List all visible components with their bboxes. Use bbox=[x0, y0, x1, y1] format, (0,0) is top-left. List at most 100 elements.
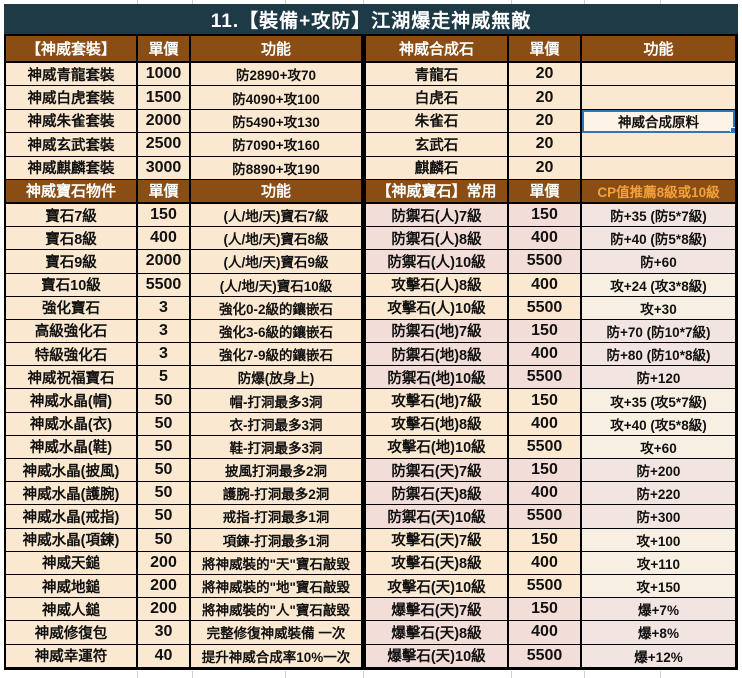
price-cell[interactable]: 400 bbox=[509, 343, 582, 367]
function-cell[interactable]: 攻+60 bbox=[582, 435, 735, 460]
price-cell[interactable]: 150 bbox=[509, 389, 582, 413]
function-cell[interactable]: 鞋-打洞最多3洞 bbox=[191, 435, 361, 460]
function-cell[interactable]: 爆+7% bbox=[582, 598, 735, 622]
column-header-price[interactable]: 單價 bbox=[509, 36, 582, 63]
price-cell[interactable]: 200 bbox=[138, 574, 191, 599]
function-cell[interactable]: 攻+35 (攻5*7級) bbox=[582, 389, 735, 413]
column-header-name[interactable]: 【神威套裝】 bbox=[6, 36, 138, 63]
item-name-cell[interactable]: 攻擊石(天)8級 bbox=[366, 551, 509, 575]
function-cell[interactable]: 戒指-打洞最多1洞 bbox=[191, 505, 361, 529]
column-header-func[interactable]: CP值推薦8級或10級 bbox=[582, 179, 735, 204]
item-name-cell[interactable]: 神威朱雀套裝 bbox=[6, 109, 138, 134]
function-cell[interactable]: (人/地/天)寶石9級 bbox=[191, 250, 361, 274]
price-cell[interactable]: 20 bbox=[509, 109, 582, 134]
item-name-cell[interactable]: 攻擊石(地)8級 bbox=[366, 412, 509, 436]
item-name-cell[interactable]: 攻擊石(人)10級 bbox=[366, 296, 509, 320]
column-header-func[interactable]: 功能 bbox=[191, 179, 361, 204]
function-cell[interactable]: 防+35 (防5*7級) bbox=[582, 203, 735, 228]
price-cell[interactable]: 150 bbox=[509, 528, 582, 552]
item-name-cell[interactable]: 寶石7級 bbox=[6, 203, 138, 228]
item-name-cell[interactable]: 神威天鎚 bbox=[6, 551, 138, 575]
item-name-cell[interactable]: 神威地鎚 bbox=[6, 574, 138, 599]
function-cell[interactable]: 防+300 bbox=[582, 505, 735, 529]
price-cell[interactable]: 400 bbox=[509, 482, 582, 506]
item-name-cell[interactable]: 防禦石(地)7級 bbox=[366, 319, 509, 344]
price-cell[interactable]: 400 bbox=[509, 227, 582, 251]
function-cell[interactable]: 強化7-9級的鑲嵌石 bbox=[191, 343, 361, 367]
item-name-cell[interactable]: 神威水晶(鞋) bbox=[6, 435, 138, 460]
price-cell[interactable]: 50 bbox=[138, 459, 191, 483]
item-name-cell[interactable]: 神威水晶(披風) bbox=[6, 459, 138, 483]
function-cell[interactable]: 防5490+攻130 bbox=[191, 109, 361, 134]
price-cell[interactable]: 1500 bbox=[138, 86, 191, 110]
item-name-cell[interactable]: 神威人鎚 bbox=[6, 598, 138, 622]
price-cell[interactable]: 50 bbox=[138, 528, 191, 552]
item-name-cell[interactable]: 麒麟石 bbox=[366, 156, 509, 180]
price-cell[interactable]: 5 bbox=[138, 366, 191, 390]
column-header-price[interactable]: 單價 bbox=[138, 36, 191, 63]
price-cell[interactable]: 2000 bbox=[138, 250, 191, 274]
item-name-cell[interactable]: 爆擊石(天)8級 bbox=[366, 621, 509, 645]
function-cell[interactable]: 神威合成原料 bbox=[582, 109, 735, 134]
item-name-cell[interactable]: 攻擊石(天)7級 bbox=[366, 528, 509, 552]
item-name-cell[interactable]: 神威麒麟套裝 bbox=[6, 156, 138, 180]
item-name-cell[interactable]: 防禦石(天)8級 bbox=[366, 482, 509, 506]
function-cell[interactable]: 攻+150 bbox=[582, 574, 735, 599]
function-cell[interactable]: 護腕-打洞最多2洞 bbox=[191, 482, 361, 506]
item-name-cell[interactable]: 神威修復包 bbox=[6, 621, 138, 645]
function-cell[interactable]: 將神威裝的"地"寶石敲毀 bbox=[191, 574, 361, 599]
price-cell[interactable]: 150 bbox=[509, 598, 582, 622]
function-cell[interactable]: 防2890+攻70 bbox=[191, 63, 361, 87]
price-cell[interactable]: 3 bbox=[138, 319, 191, 344]
item-name-cell[interactable]: 攻擊石(地)7級 bbox=[366, 389, 509, 413]
price-cell[interactable]: 5500 bbox=[509, 505, 582, 529]
function-cell[interactable] bbox=[582, 63, 735, 87]
item-name-cell[interactable]: 攻擊石(天)10級 bbox=[366, 574, 509, 599]
function-cell[interactable]: (人/地/天)寶石7級 bbox=[191, 203, 361, 228]
column-header-price[interactable]: 單價 bbox=[138, 179, 191, 204]
function-cell[interactable]: 防4090+攻100 bbox=[191, 86, 361, 110]
price-cell[interactable]: 20 bbox=[509, 156, 582, 180]
item-name-cell[interactable]: 爆擊石(天)7級 bbox=[366, 598, 509, 622]
price-cell[interactable]: 50 bbox=[138, 389, 191, 413]
item-name-cell[interactable]: 神威水晶(帽) bbox=[6, 389, 138, 413]
column-header-price[interactable]: 單價 bbox=[509, 179, 582, 204]
price-cell[interactable]: 3000 bbox=[138, 156, 191, 180]
function-cell[interactable]: 攻+40 (攻5*8級) bbox=[582, 412, 735, 436]
column-header-func[interactable]: 功能 bbox=[582, 36, 735, 63]
price-cell[interactable]: 20 bbox=[509, 63, 582, 87]
item-name-cell[interactable]: 寶石8級 bbox=[6, 227, 138, 251]
price-cell[interactable]: 5500 bbox=[509, 250, 582, 274]
item-name-cell[interactable]: 防禦石(人)7級 bbox=[366, 203, 509, 228]
price-cell[interactable]: 5500 bbox=[509, 644, 582, 668]
item-name-cell[interactable]: 高級強化石 bbox=[6, 319, 138, 344]
function-cell[interactable]: 防+80 (防10*8級) bbox=[582, 343, 735, 367]
function-cell[interactable] bbox=[582, 133, 735, 157]
function-cell[interactable]: 將神威裝的"人"寶石敲毀 bbox=[191, 598, 361, 622]
function-cell[interactable]: 項鍊-打洞最多1洞 bbox=[191, 528, 361, 552]
price-cell[interactable]: 20 bbox=[509, 86, 582, 110]
item-name-cell[interactable]: 攻擊石(人)8級 bbox=[366, 273, 509, 297]
column-header-name[interactable]: 神威寶石物件 bbox=[6, 179, 138, 204]
price-cell[interactable]: 30 bbox=[138, 621, 191, 645]
function-cell[interactable]: 強化0-2級的鑲嵌石 bbox=[191, 296, 361, 320]
function-cell[interactable]: 帽-打洞最多3洞 bbox=[191, 389, 361, 413]
function-cell[interactable]: 防爆(放身上) bbox=[191, 366, 361, 390]
item-name-cell[interactable]: 防禦石(人)8級 bbox=[366, 227, 509, 251]
function-cell[interactable]: 防+40 (防5*8級) bbox=[582, 227, 735, 251]
selection-handle[interactable] bbox=[730, 127, 735, 133]
price-cell[interactable]: 5500 bbox=[509, 296, 582, 320]
function-cell[interactable]: 攻+24 (攻3*8級) bbox=[582, 273, 735, 297]
function-cell[interactable]: 攻+30 bbox=[582, 296, 735, 320]
function-cell[interactable]: 攻+100 bbox=[582, 528, 735, 552]
price-cell[interactable]: 50 bbox=[138, 482, 191, 506]
item-name-cell[interactable]: 防禦石(天)7級 bbox=[366, 459, 509, 483]
item-name-cell[interactable]: 防禦石(天)10級 bbox=[366, 505, 509, 529]
item-name-cell[interactable]: 青龍石 bbox=[366, 63, 509, 87]
price-cell[interactable]: 3 bbox=[138, 296, 191, 320]
item-name-cell[interactable]: 神威水晶(項鍊) bbox=[6, 528, 138, 552]
price-cell[interactable]: 40 bbox=[138, 644, 191, 668]
price-cell[interactable]: 50 bbox=[138, 505, 191, 529]
item-name-cell[interactable]: 神威祝福寶石 bbox=[6, 366, 138, 390]
column-header-func[interactable]: 功能 bbox=[191, 36, 361, 63]
